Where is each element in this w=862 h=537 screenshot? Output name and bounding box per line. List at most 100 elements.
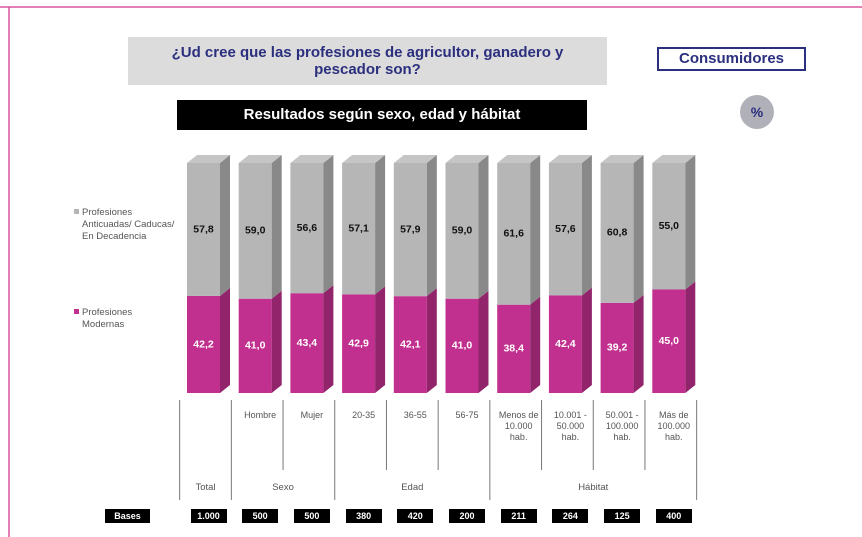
bar-side (220, 155, 230, 296)
bar-top (497, 155, 541, 163)
value-label: 42,9 (348, 337, 369, 349)
bar-top (187, 155, 230, 163)
bar-side (323, 285, 334, 393)
bar-segment (238, 163, 272, 299)
bar-segment (342, 294, 376, 393)
bar-side (323, 155, 334, 294)
bar-top (548, 155, 592, 163)
bar-side (426, 288, 437, 393)
bar-top (600, 155, 644, 163)
value-label: 43,4 (297, 337, 318, 349)
value-label: 60,8 (607, 227, 628, 239)
base-value: 500 (242, 509, 279, 523)
value-label: 59,0 (452, 225, 473, 237)
subtitle: Resultados según sexo, edad y hábitat (177, 100, 587, 130)
bar-top (652, 155, 696, 163)
bar-side (530, 155, 541, 305)
bar-segment (497, 304, 531, 393)
bar-segment (393, 163, 427, 297)
bar-segment (187, 163, 220, 296)
category-label: 56-75 (455, 410, 479, 420)
bar-side (478, 290, 489, 393)
category-label: Menos de 10.000 hab. (498, 410, 539, 442)
value-label: 41,0 (245, 340, 266, 352)
bar-top (342, 155, 386, 163)
base-value: 125 (604, 509, 641, 523)
bar-side (633, 294, 644, 393)
bar-side (375, 286, 386, 393)
value-label: 45,0 (659, 335, 680, 347)
legend-swatch (74, 209, 79, 214)
bar-segment (548, 163, 582, 296)
bar-top (238, 155, 282, 163)
legend-label: Profesiones Modernas (82, 307, 133, 330)
value-label: 41,0 (452, 340, 473, 352)
base-value: 380 (345, 509, 382, 523)
category-label: 10.001 - 50.000 hab. (553, 410, 587, 442)
value-label: 55,0 (659, 220, 680, 232)
bar-segment (445, 298, 479, 393)
bar-side (530, 296, 541, 393)
bar-segment (548, 295, 582, 393)
value-label: 42,4 (555, 338, 576, 350)
bar-segment (187, 295, 220, 393)
base-value: 420 (397, 509, 434, 523)
base-value: 500 (293, 509, 330, 523)
badge: Consumidores (657, 47, 806, 71)
value-label: 59,0 (245, 225, 266, 237)
bar-side (271, 290, 282, 393)
chart-title: ¿Ud cree que las profesiones de agricult… (128, 37, 607, 85)
bar-segment (652, 289, 686, 393)
value-label: 39,2 (607, 342, 628, 354)
base-value: 200 (449, 509, 485, 523)
bases-label: Bases (105, 509, 150, 523)
bar-side (685, 281, 696, 393)
bar-segment (290, 163, 324, 294)
bar-side (426, 155, 437, 297)
value-label: 57,8 (193, 223, 214, 235)
category-label: 50.001 - 100.000 hab. (605, 410, 639, 442)
category-label: 36-55 (403, 410, 427, 420)
bar-segment (238, 298, 272, 393)
category-label: Más de 100.000 hab. (657, 410, 691, 442)
bar-side (581, 287, 592, 393)
value-label: 38,4 (503, 343, 524, 355)
bar-segment (290, 293, 324, 393)
bar-side (685, 155, 696, 290)
bar-top (290, 155, 334, 163)
group-label: Hábitat (578, 482, 609, 493)
bar-side (478, 155, 489, 299)
bar-segment (497, 163, 531, 305)
unit-badge: % (740, 95, 774, 129)
bar-segment (652, 163, 686, 290)
bar-side (375, 155, 386, 295)
value-label: 57,9 (400, 223, 421, 235)
bar-segment (445, 163, 479, 299)
value-label: 42,2 (193, 338, 214, 350)
bar-side (220, 287, 230, 393)
value-label: 57,1 (348, 222, 369, 234)
bar-side (633, 155, 644, 303)
bar-segment (600, 163, 634, 303)
value-label: 56,6 (297, 222, 318, 234)
group-label: Edad (401, 482, 424, 493)
group-label: Sexo (272, 482, 294, 493)
bar-top (393, 155, 437, 163)
value-label: 42,1 (400, 338, 421, 350)
base-value: 211 (500, 509, 537, 523)
legend-swatch (74, 309, 79, 314)
value-label: 61,6 (503, 228, 524, 240)
bar-top (445, 155, 489, 163)
value-label: 57,6 (555, 223, 576, 235)
bar-side (271, 155, 282, 299)
category-label: Hombre (244, 410, 277, 420)
base-value: 264 (552, 509, 589, 523)
bar-segment (600, 302, 634, 393)
category-label: Mujer (300, 410, 324, 420)
bar-segment (342, 163, 376, 295)
base-value: 400 (655, 509, 692, 523)
category-label: 20-35 (352, 410, 376, 420)
legend-label: Profesiones Anticuadas/ Caducas/ En Deca… (82, 207, 175, 242)
